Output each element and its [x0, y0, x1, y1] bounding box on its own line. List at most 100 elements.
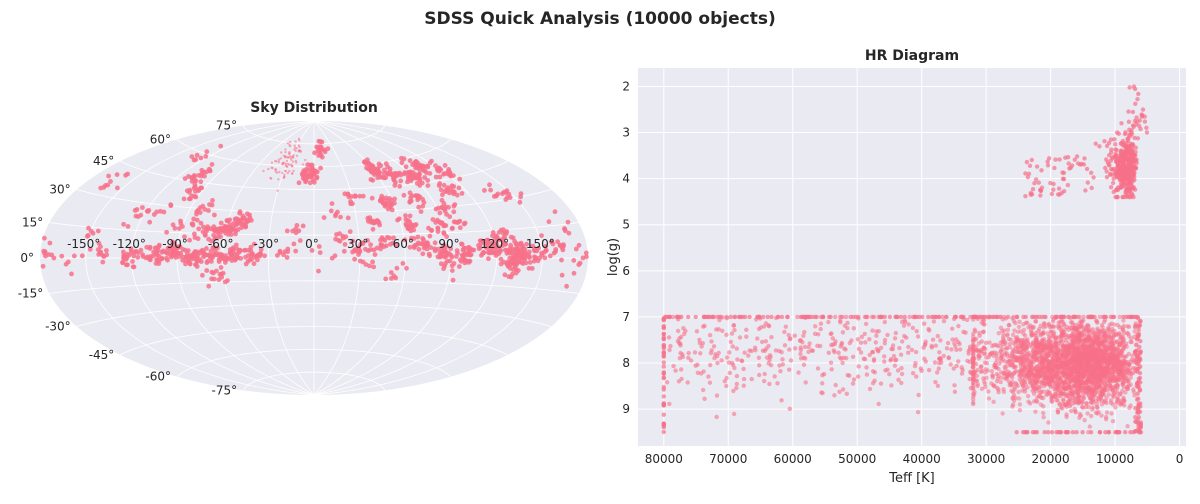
hr-point: [798, 352, 802, 356]
hr-point: [916, 334, 920, 338]
sky-point: [361, 194, 366, 199]
hr-point: [1127, 120, 1131, 124]
hr-point: [1107, 153, 1111, 157]
hr-point: [1128, 184, 1132, 188]
sky-point: [301, 224, 306, 229]
hr-point: [710, 348, 714, 352]
hr-point: [1013, 321, 1017, 325]
hr-point: [1048, 334, 1052, 338]
hr-point: [1052, 331, 1056, 335]
sky-point: [285, 170, 287, 172]
hr-point: [724, 384, 728, 388]
hr-point: [936, 334, 940, 338]
hr-point: [836, 351, 840, 355]
hr-point: [1127, 85, 1131, 89]
hr-point: [747, 348, 751, 352]
sky-point: [282, 162, 284, 164]
sky-point: [436, 226, 441, 231]
hr-point: [1055, 377, 1059, 381]
sky-point: [424, 170, 429, 175]
hr-point: [971, 365, 975, 369]
sky-point: [191, 223, 196, 228]
hr-point: [1096, 397, 1100, 401]
sky-point: [277, 190, 279, 192]
sky-point: [402, 193, 407, 198]
sky-point: [451, 184, 456, 189]
hr-point: [1119, 121, 1123, 125]
hr-point: [1062, 323, 1066, 327]
figure-suptitle: SDSS Quick Analysis (10000 objects): [424, 9, 775, 29]
sky-point: [385, 199, 390, 204]
sky-point: [157, 243, 162, 248]
hr-point: [997, 361, 1001, 365]
hr-point: [1095, 402, 1099, 406]
hr-point: [1110, 379, 1114, 383]
sky-point: [238, 256, 243, 261]
sky-point: [80, 253, 85, 258]
hr-point: [1057, 192, 1061, 196]
hr-point: [949, 362, 953, 366]
hr-point: [763, 372, 767, 376]
hr-point: [945, 346, 949, 350]
sky-point: [233, 256, 238, 261]
sky-point: [402, 172, 407, 177]
hr-point: [882, 354, 886, 358]
hr-point: [1042, 337, 1046, 341]
hr-point: [708, 363, 712, 367]
hr-point: [806, 350, 810, 354]
hr-point: [984, 341, 988, 345]
hr-point: [742, 384, 746, 388]
hr-point: [1107, 347, 1111, 351]
sky-point: [284, 148, 286, 150]
sky-point: [238, 209, 243, 214]
sky-point: [198, 210, 203, 215]
sky-point: [370, 260, 375, 265]
sky-point: [283, 249, 288, 254]
hr-point: [946, 355, 950, 359]
hr-point: [937, 350, 941, 354]
sky-point: [292, 160, 294, 162]
hr-point: [1132, 390, 1136, 394]
sky-point: [433, 240, 438, 245]
hr-point: [841, 387, 845, 391]
hr-point: [1144, 126, 1148, 130]
hr-point: [793, 346, 797, 350]
hr-point: [995, 386, 999, 390]
sky-point: [455, 251, 460, 256]
sky-point: [388, 205, 393, 210]
hr-point: [980, 339, 984, 343]
hr-point: [1039, 368, 1043, 372]
hr-point: [724, 315, 728, 319]
hr-point: [1005, 346, 1009, 350]
hr-point: [1056, 351, 1060, 355]
sky-point: [453, 220, 458, 225]
hr-point: [1007, 323, 1011, 327]
hr-point: [1127, 383, 1131, 387]
hr-point: [845, 392, 849, 396]
hr-point: [830, 367, 834, 371]
hr-point: [1116, 348, 1120, 352]
hr-point: [1056, 408, 1060, 412]
hr-point: [1088, 362, 1092, 366]
hr-point: [764, 339, 768, 343]
hr-point: [956, 324, 960, 328]
hr-point: [1117, 361, 1121, 365]
hr-point: [934, 344, 938, 348]
hr-point: [1132, 158, 1136, 162]
hr-point: [746, 353, 750, 357]
hr-point: [972, 337, 976, 341]
hr-point: [971, 402, 975, 406]
hr-point: [732, 323, 736, 327]
hr-point: [1046, 339, 1050, 343]
sky-point: [518, 200, 523, 205]
hr-point: [1023, 334, 1027, 338]
hr-point: [1133, 187, 1137, 191]
sky-point: [270, 177, 272, 179]
hr-point: [1081, 346, 1085, 350]
hr-point: [1110, 330, 1114, 334]
hr-point: [1113, 355, 1117, 359]
hr-point: [1023, 366, 1027, 370]
sky-point: [336, 238, 341, 243]
hr-point: [889, 383, 893, 387]
hr-point: [1075, 379, 1079, 383]
